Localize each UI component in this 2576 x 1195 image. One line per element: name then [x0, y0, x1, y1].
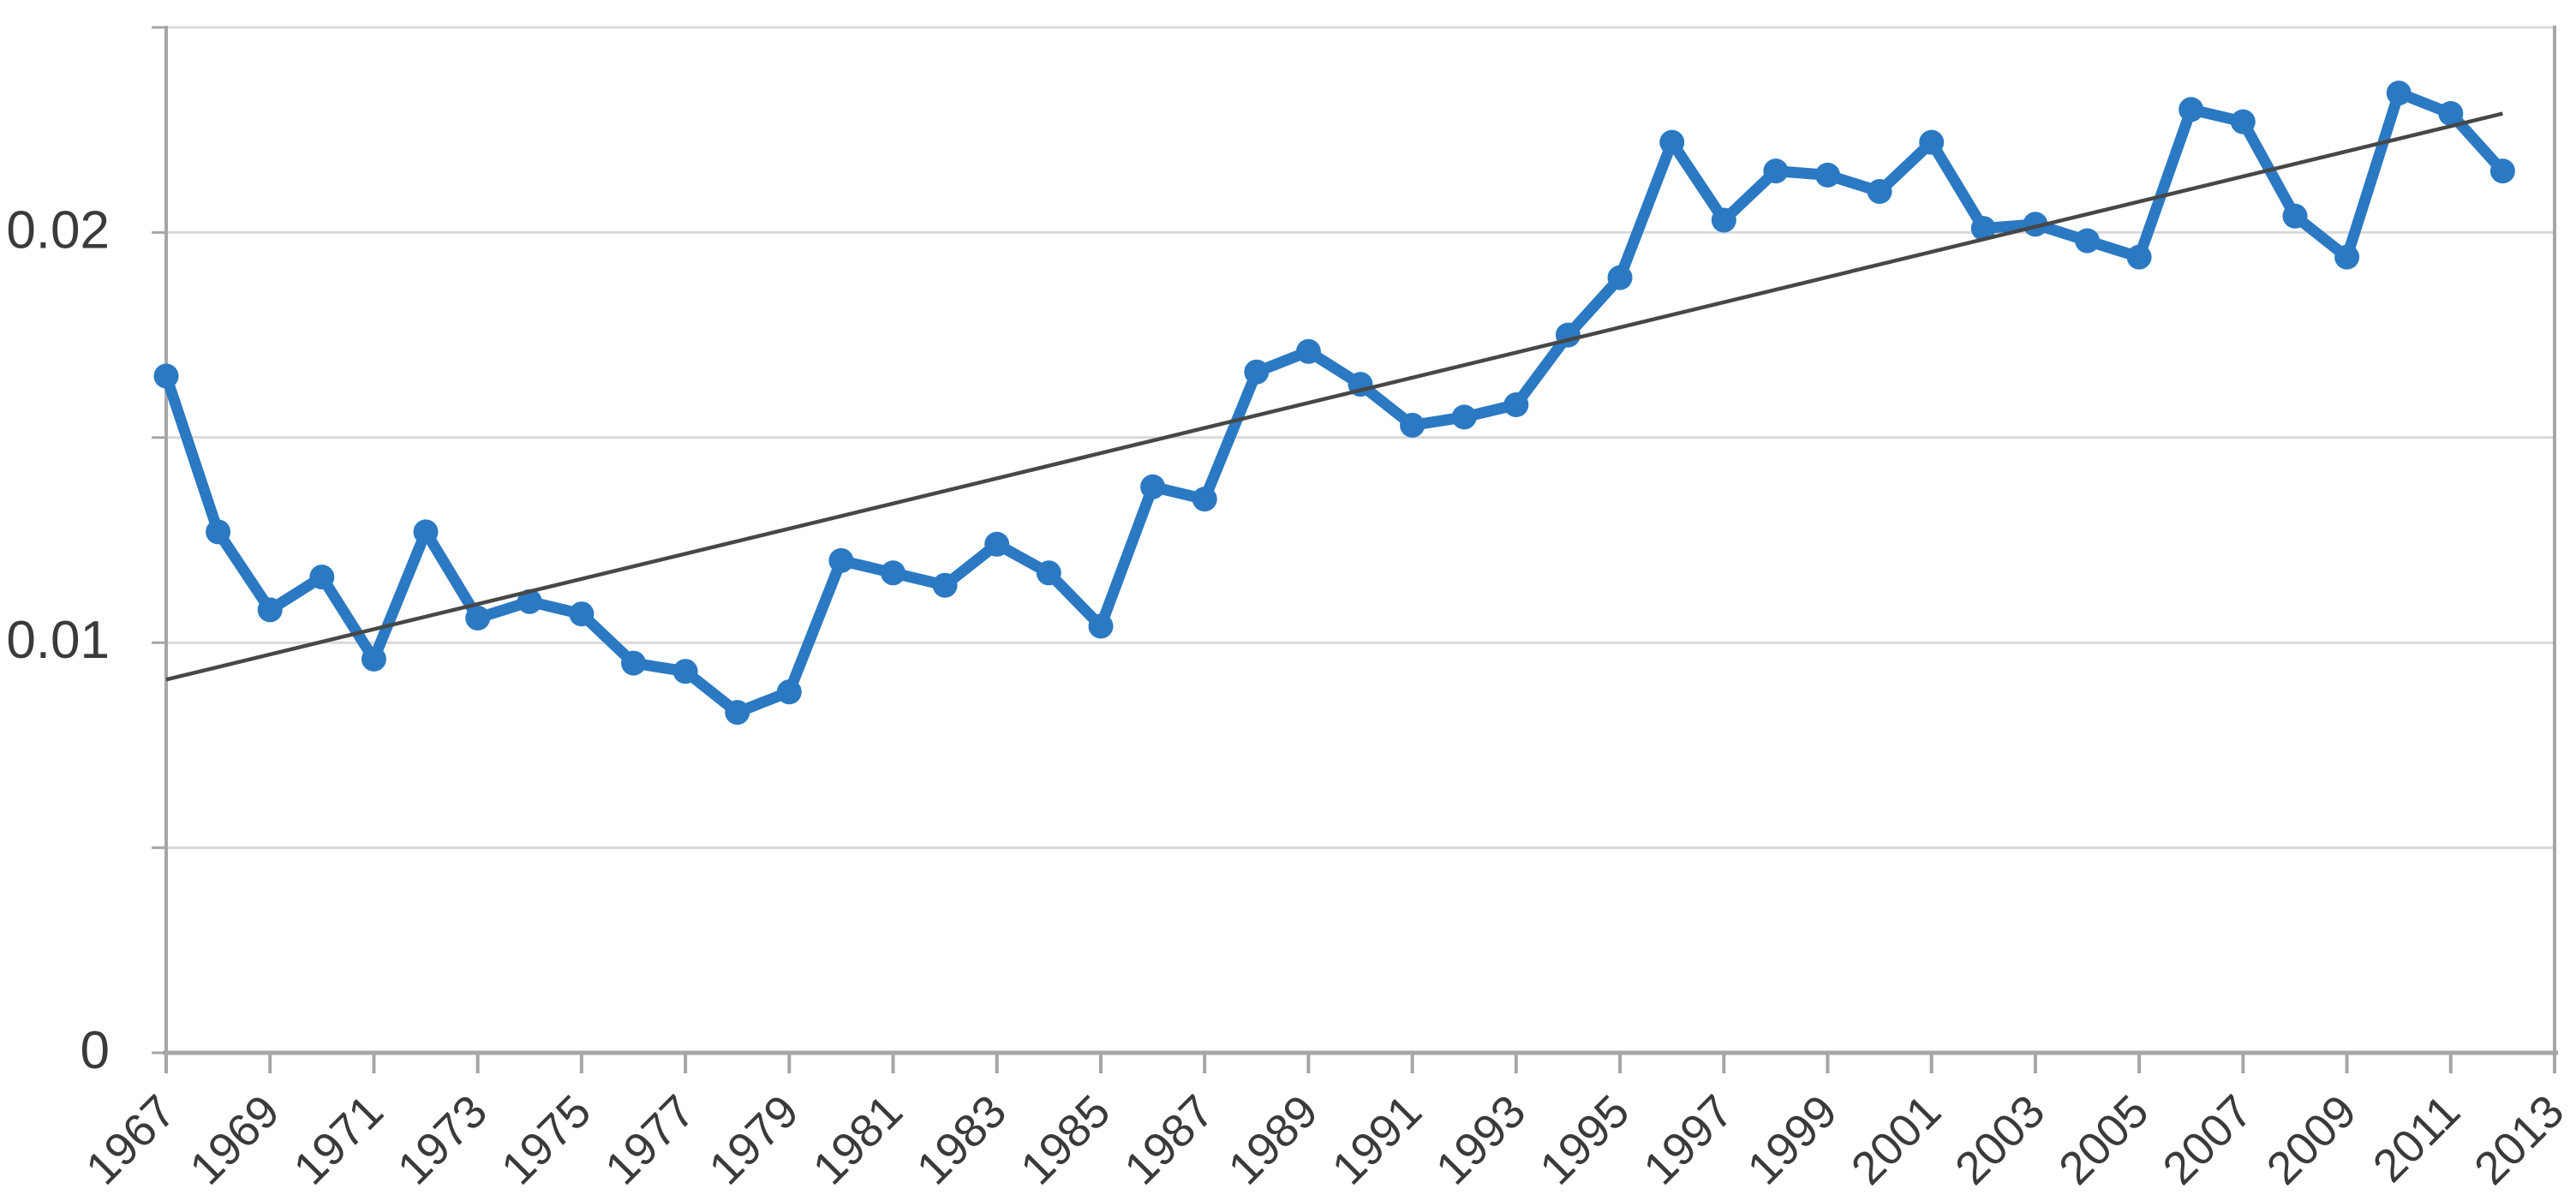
data-point-1968 [206, 519, 231, 545]
data-point-1984 [1036, 560, 1061, 586]
data-point-1980 [828, 547, 854, 573]
data-point-1973 [465, 606, 491, 630]
data-point-2001 [1919, 129, 1945, 155]
data-point-2008 [2282, 203, 2308, 229]
data-point-2007 [2230, 109, 2256, 134]
data-point-1970 [309, 565, 335, 590]
data-point-1987 [1192, 487, 1217, 512]
data-point-1992 [1451, 404, 1477, 430]
data-point-1969 [257, 597, 283, 623]
data-point-1972 [413, 519, 439, 545]
data-point-1985 [1088, 613, 1114, 639]
data-point-2011 [2438, 101, 2464, 126]
data-point-1989 [1295, 338, 1321, 364]
data-point-1976 [621, 650, 646, 676]
y-axis-label: 0.02 [6, 200, 110, 260]
data-point-1988 [1244, 359, 1270, 385]
data-point-1979 [776, 679, 802, 705]
data-point-1983 [984, 531, 1010, 557]
data-point-2004 [2075, 228, 2100, 254]
trend-line [165, 111, 2503, 682]
data-point-2012 [2489, 158, 2515, 184]
data-point-1991 [1400, 412, 1425, 438]
data-point-1986 [1140, 474, 1166, 499]
y-axis-label: 0.01 [6, 611, 110, 670]
data-point-1967 [153, 363, 179, 389]
y-axis-label: 0 [81, 1021, 110, 1080]
series-line [160, 87, 2508, 719]
data-point-1974 [517, 589, 542, 614]
data-point-1996 [1659, 129, 1685, 155]
data-point-1998 [1763, 158, 1789, 184]
data-point-2005 [2126, 244, 2152, 270]
data-point-1999 [1815, 162, 1840, 188]
data-point-1981 [881, 560, 905, 586]
data-point-2010 [2386, 81, 2412, 106]
data-point-2009 [2334, 244, 2360, 270]
data-point-2003 [2023, 212, 2048, 237]
data-point-1993 [1503, 392, 1529, 417]
data-point-1995 [1607, 265, 1633, 290]
data-point-1975 [569, 601, 595, 627]
data-point-2006 [2179, 97, 2204, 122]
data-point-1982 [932, 572, 958, 598]
data-point-1977 [672, 659, 698, 684]
data-point-2000 [1867, 179, 1892, 204]
data-point-1971 [361, 646, 386, 672]
data-point-2002 [1970, 216, 1996, 242]
data-point-1997 [1711, 207, 1736, 233]
data-point-1978 [725, 700, 750, 726]
